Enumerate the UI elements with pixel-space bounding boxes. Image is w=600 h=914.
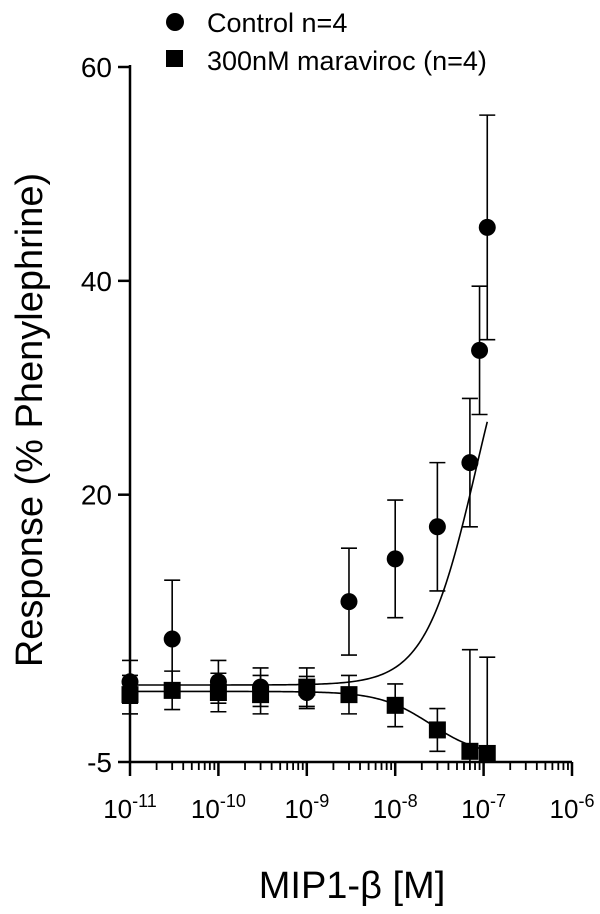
legend: Control n=4 300nM maraviroc (n=4) [166, 8, 487, 76]
data-point-control [471, 341, 489, 359]
data-point-maraviroc [209, 684, 227, 701]
x-tick-label: 10-8 [373, 791, 418, 824]
data-point-maraviroc [298, 678, 316, 696]
x-tick-label: 10-6 [550, 791, 595, 824]
data-point-maraviroc [386, 696, 404, 714]
data-point-maraviroc [478, 744, 496, 762]
x-tick-label: 10-11 [103, 791, 157, 824]
legend-label-maraviroc: 300nM maraviroc (n=4) [207, 46, 487, 76]
legend-marker-control [166, 13, 184, 31]
fit-curve-control [130, 421, 489, 686]
data-point-maraviroc [340, 686, 358, 704]
data-point-maraviroc [252, 686, 270, 704]
data-point-control [163, 630, 181, 648]
x-tick-label: 10-10 [191, 791, 246, 824]
data-point-control [478, 218, 496, 236]
x-tick-label: 10-7 [461, 791, 506, 824]
data-point-maraviroc [461, 742, 479, 760]
y-axis-label: Response (% Phenylephrine) [9, 173, 51, 667]
data-point-maraviroc [428, 721, 446, 739]
data-point-control [386, 550, 404, 568]
y-tick-label: 20 [81, 480, 112, 511]
data-point-maraviroc [163, 681, 181, 699]
legend-label-control: Control n=4 [207, 8, 347, 38]
y-tick-label: 40 [81, 266, 112, 297]
data-point-control [461, 454, 479, 472]
x-axis-label: MIP1-β [M] [259, 865, 446, 907]
data-point-control [428, 518, 446, 536]
x-tick-label: 10-9 [284, 791, 329, 824]
y-tick-label: 60 [81, 52, 112, 83]
y-tick-label: -5 [87, 747, 112, 778]
data-point-control [340, 593, 358, 611]
legend-marker-maraviroc [166, 50, 183, 67]
